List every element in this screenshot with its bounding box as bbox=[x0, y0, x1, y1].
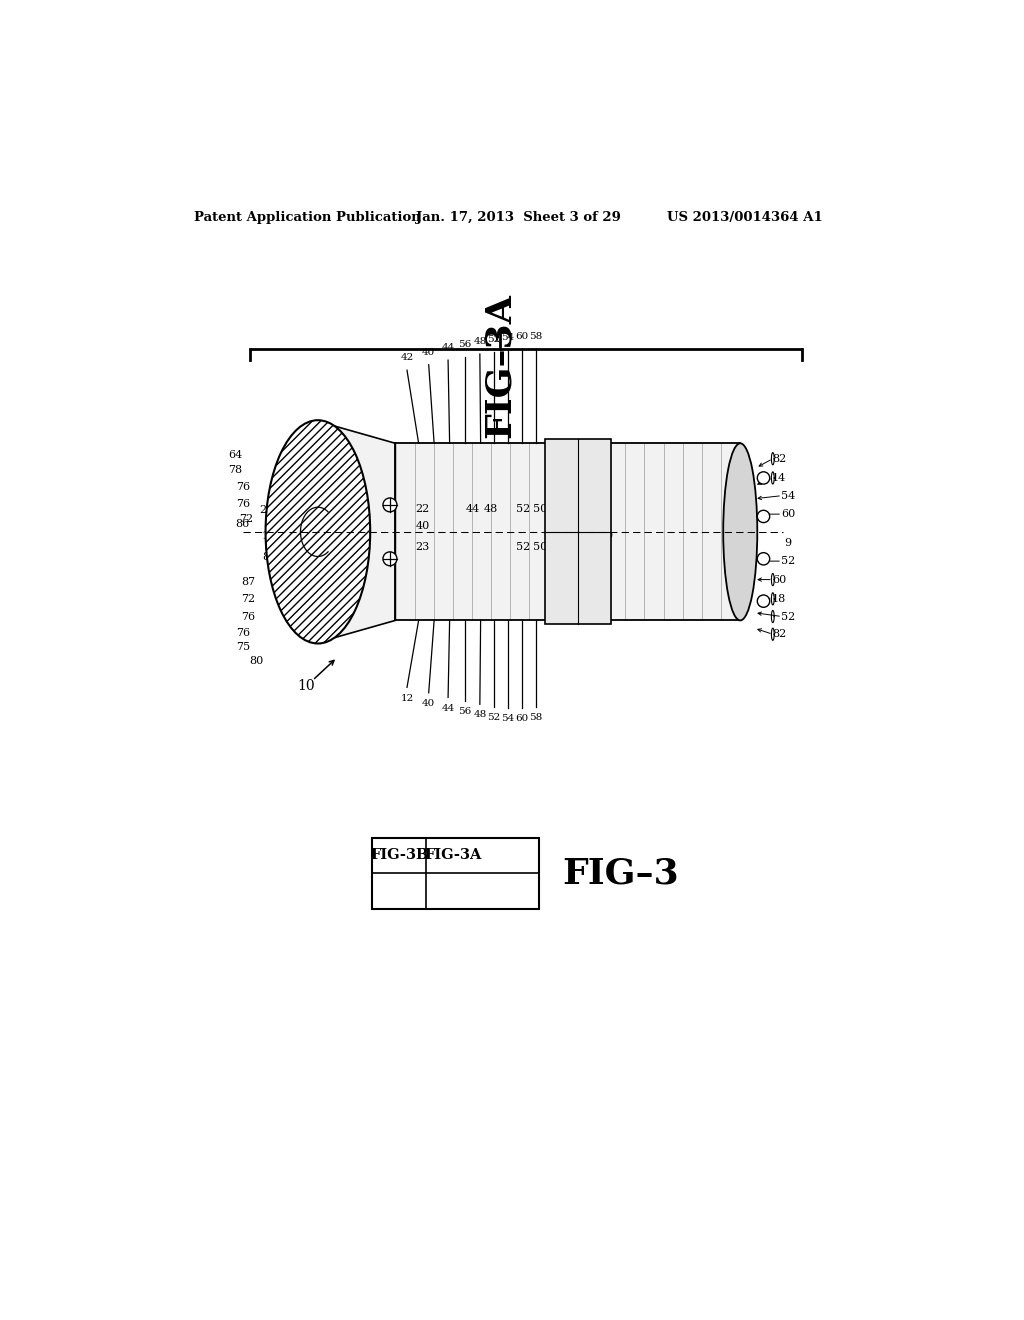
Text: 78: 78 bbox=[228, 465, 242, 475]
Text: FIG–3: FIG–3 bbox=[562, 857, 679, 891]
Text: 52: 52 bbox=[487, 335, 501, 345]
Text: 54: 54 bbox=[501, 334, 514, 342]
Text: 58: 58 bbox=[529, 713, 543, 722]
Text: 56: 56 bbox=[552, 513, 566, 524]
Text: 54: 54 bbox=[501, 714, 514, 723]
Text: 64: 64 bbox=[227, 450, 242, 459]
Text: 44: 44 bbox=[441, 704, 455, 713]
Text: 9: 9 bbox=[605, 531, 612, 541]
Bar bbox=[372, 838, 539, 909]
Text: 40: 40 bbox=[422, 700, 435, 708]
Text: 50: 50 bbox=[534, 504, 548, 513]
Text: 76: 76 bbox=[241, 611, 255, 622]
Text: 48: 48 bbox=[473, 710, 486, 719]
Text: FIG–3A: FIG–3A bbox=[483, 293, 517, 438]
Text: Patent Application Publication: Patent Application Publication bbox=[194, 211, 421, 224]
Text: 48: 48 bbox=[473, 338, 486, 346]
Text: 75: 75 bbox=[236, 643, 250, 652]
Text: 50: 50 bbox=[534, 543, 548, 552]
Bar bbox=[395, 444, 740, 620]
Text: 52: 52 bbox=[516, 504, 530, 513]
Text: 87: 87 bbox=[241, 577, 255, 587]
Text: 14: 14 bbox=[772, 473, 786, 483]
Circle shape bbox=[383, 498, 397, 512]
Text: 22: 22 bbox=[416, 504, 430, 513]
Circle shape bbox=[758, 553, 770, 565]
Ellipse shape bbox=[723, 444, 758, 620]
Text: 44: 44 bbox=[441, 343, 455, 352]
Text: 52: 52 bbox=[781, 611, 796, 622]
Text: 60: 60 bbox=[781, 510, 796, 519]
Text: 58: 58 bbox=[529, 331, 543, 341]
Text: 60: 60 bbox=[515, 331, 528, 341]
Text: 48: 48 bbox=[483, 504, 498, 513]
Text: 60: 60 bbox=[772, 574, 786, 585]
Bar bbox=[545, 440, 611, 624]
Circle shape bbox=[758, 595, 770, 607]
Text: 56: 56 bbox=[459, 708, 472, 717]
Text: 52: 52 bbox=[487, 713, 501, 722]
Circle shape bbox=[758, 511, 770, 523]
Text: US 2013/0014364 A1: US 2013/0014364 A1 bbox=[667, 211, 822, 224]
Text: FIG-3B: FIG-3B bbox=[370, 849, 428, 862]
Text: 20: 20 bbox=[259, 504, 273, 515]
Text: 23: 23 bbox=[416, 543, 430, 552]
Text: 42: 42 bbox=[400, 354, 414, 363]
Text: 56: 56 bbox=[459, 341, 472, 350]
Text: 72: 72 bbox=[239, 513, 253, 524]
Text: 80: 80 bbox=[262, 552, 276, 562]
Text: 9: 9 bbox=[784, 539, 792, 548]
Text: 82: 82 bbox=[772, 630, 786, 639]
Text: 76: 76 bbox=[236, 499, 250, 510]
Ellipse shape bbox=[265, 420, 371, 644]
Polygon shape bbox=[336, 426, 395, 638]
Circle shape bbox=[383, 552, 397, 566]
Text: 40: 40 bbox=[422, 348, 435, 358]
Text: 46: 46 bbox=[567, 531, 582, 541]
Text: 52: 52 bbox=[516, 543, 530, 552]
Text: 72: 72 bbox=[241, 594, 255, 603]
Text: 76: 76 bbox=[236, 482, 250, 492]
Text: 60: 60 bbox=[515, 714, 528, 723]
Text: 86: 86 bbox=[236, 519, 250, 529]
Text: 40: 40 bbox=[416, 521, 430, 532]
Text: 76: 76 bbox=[236, 628, 250, 638]
Text: 52: 52 bbox=[781, 556, 796, 566]
Text: Jan. 17, 2013  Sheet 3 of 29: Jan. 17, 2013 Sheet 3 of 29 bbox=[417, 211, 622, 224]
Text: 54: 54 bbox=[781, 491, 796, 500]
Text: 12: 12 bbox=[400, 693, 414, 702]
Text: FIG-3A: FIG-3A bbox=[425, 849, 482, 862]
Text: 18: 18 bbox=[772, 594, 786, 603]
Text: 80: 80 bbox=[249, 656, 263, 667]
Text: 10: 10 bbox=[297, 678, 315, 693]
Text: 44: 44 bbox=[466, 504, 480, 513]
Circle shape bbox=[758, 471, 770, 484]
Text: 82: 82 bbox=[772, 454, 786, 463]
Text: 16: 16 bbox=[262, 531, 276, 541]
